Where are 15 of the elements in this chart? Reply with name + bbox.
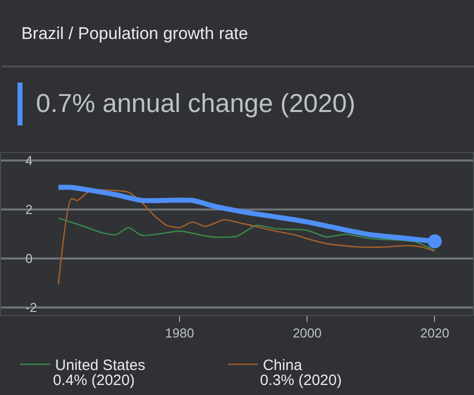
- legend-label: China: [262, 357, 303, 374]
- x-tick-label: 2020: [420, 326, 450, 341]
- y-tick-label: 0: [25, 251, 33, 266]
- line-series: [58, 189, 436, 285]
- legend-label: United States: [55, 357, 146, 374]
- chart-title: Brazil / Population growth rate: [21, 24, 248, 43]
- x-tick-label: 2000: [292, 326, 322, 341]
- y-tick-label: 4: [25, 152, 33, 168]
- line-series: [58, 217, 436, 251]
- y-tick-label: 2: [25, 202, 33, 217]
- text: 0.4% (2020): [53, 372, 135, 389]
- y-tick-label: -2: [25, 300, 37, 316]
- text: 0.3% (2020): [260, 372, 342, 389]
- x-tick-label: 1980: [165, 326, 194, 341]
- chart-subtitle: 0.7% annual change (2020): [36, 88, 356, 118]
